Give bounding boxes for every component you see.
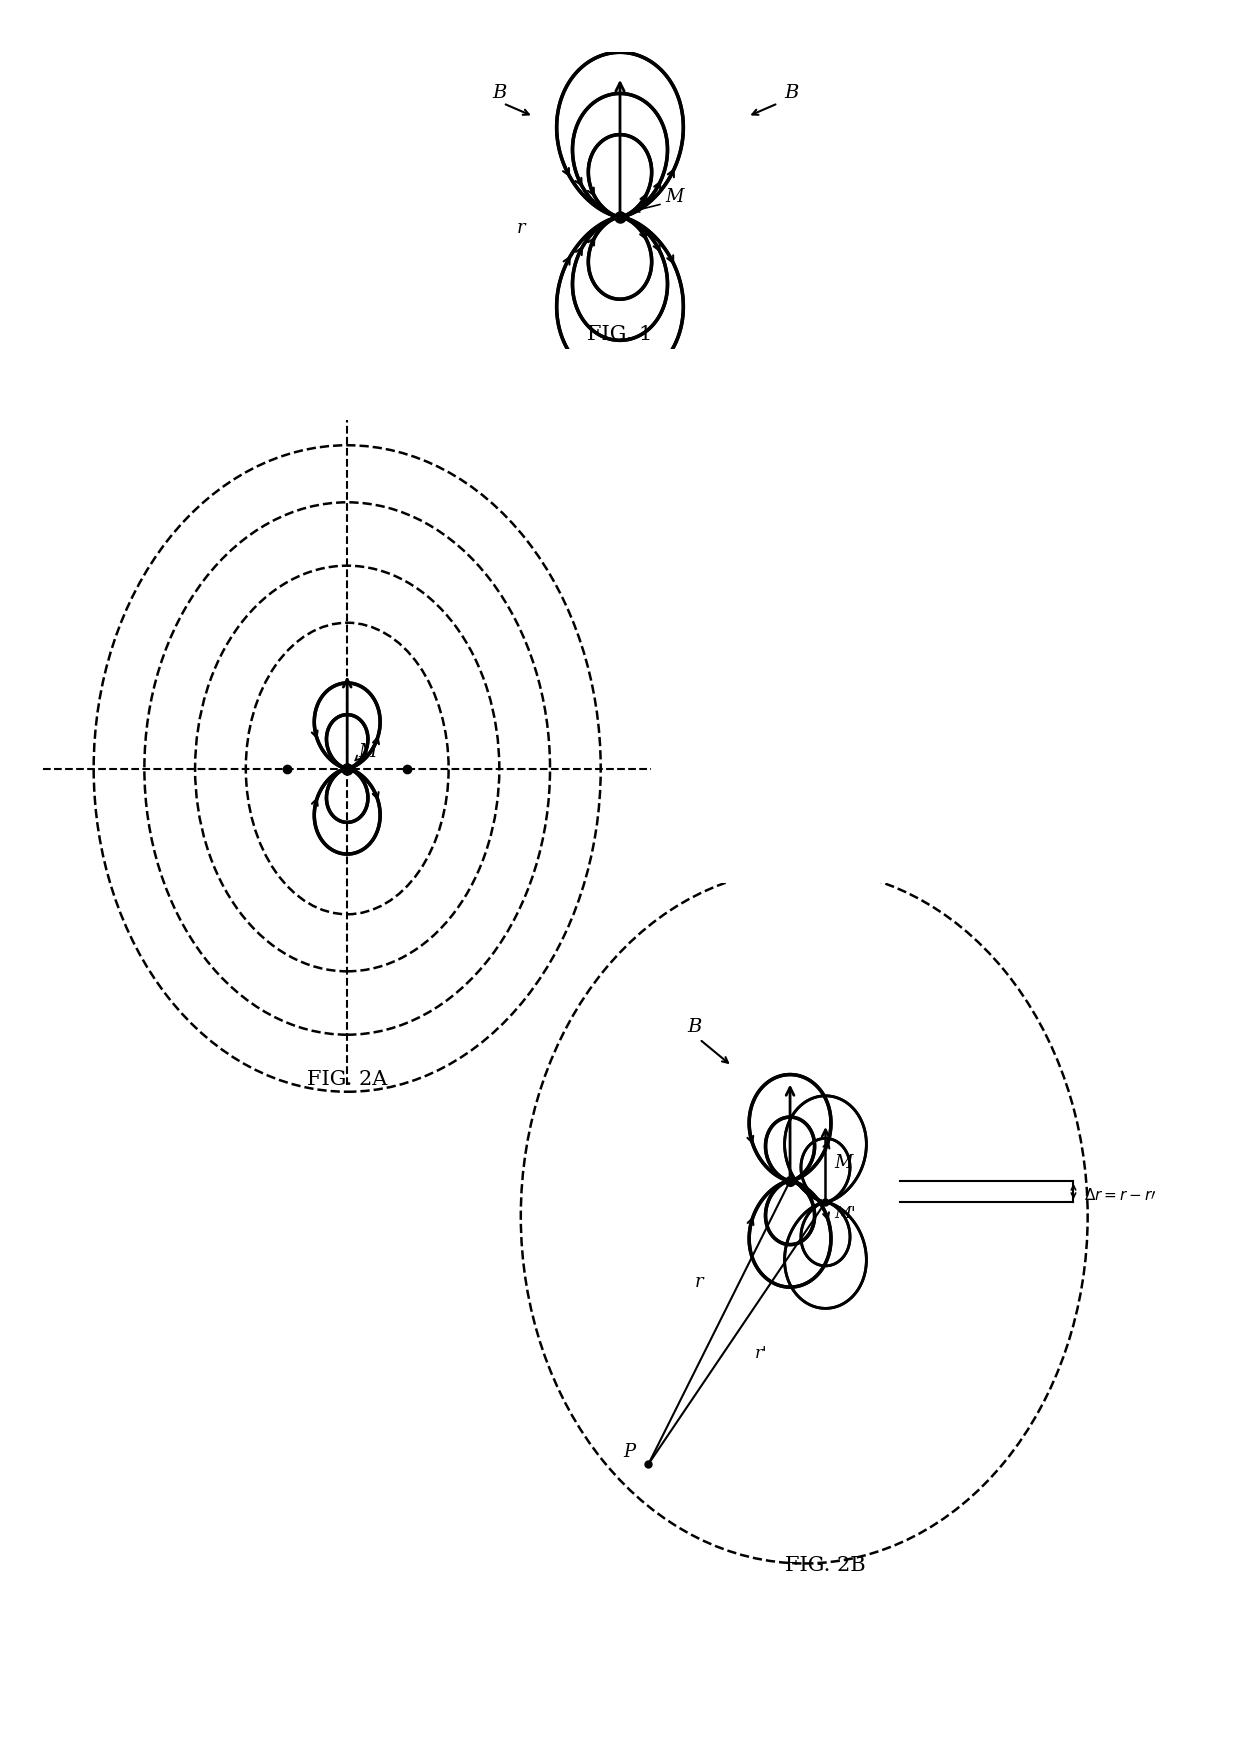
Text: M': M'	[835, 1204, 856, 1222]
Text: B: B	[492, 84, 507, 101]
Text: FIG. 2B: FIG. 2B	[785, 1555, 866, 1574]
Text: M: M	[358, 743, 377, 762]
Text: P: P	[624, 1443, 636, 1461]
Text: r: r	[694, 1272, 703, 1292]
Text: M: M	[666, 188, 683, 206]
Text: r': r'	[755, 1346, 768, 1361]
Text: B: B	[785, 84, 799, 101]
Text: $\Delta r=r-r\prime$: $\Delta r=r-r\prime$	[1084, 1187, 1157, 1203]
Text: FIG. 1: FIG. 1	[588, 326, 652, 345]
Text: FIG. 2A: FIG. 2A	[308, 1070, 387, 1089]
Text: B: B	[687, 1018, 702, 1035]
Text: r: r	[517, 220, 526, 237]
Text: M: M	[835, 1154, 852, 1171]
